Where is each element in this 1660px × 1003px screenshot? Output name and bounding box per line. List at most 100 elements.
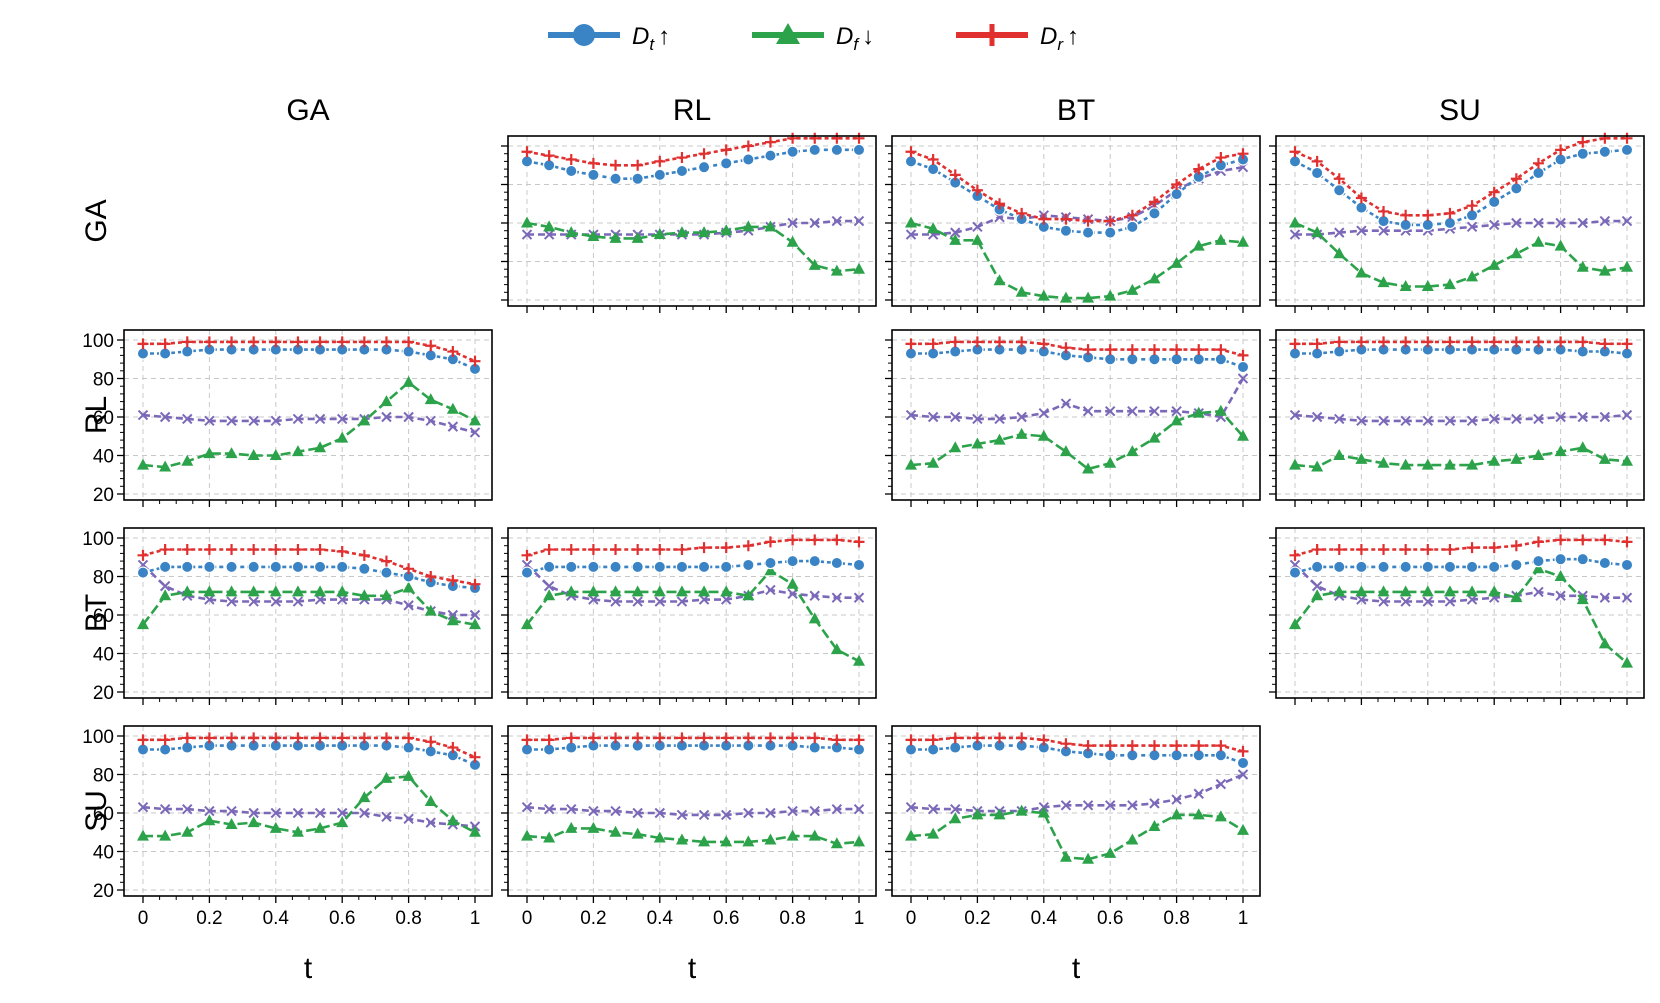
- data-point: [159, 411, 171, 423]
- series-Df: [905, 216, 1249, 303]
- data-point: [1289, 618, 1301, 630]
- data-point: [1236, 360, 1250, 374]
- data-point: [543, 220, 556, 232]
- data-point: [1355, 266, 1368, 278]
- panel-RL-BT: [885, 329, 1261, 507]
- data-point: [1311, 460, 1324, 472]
- data-point: [853, 536, 865, 548]
- series-Dr: [905, 336, 1249, 361]
- data-point: [742, 835, 755, 847]
- data-point: [764, 149, 777, 162]
- data-point: [765, 584, 776, 596]
- data-point: [927, 411, 939, 423]
- data-point: [809, 805, 820, 817]
- data-point: [158, 347, 172, 360]
- data-point: [697, 160, 711, 174]
- data-point: [587, 732, 599, 744]
- data-point: [1488, 258, 1501, 270]
- data-point: [402, 741, 415, 754]
- data-point: [336, 336, 348, 348]
- data-point: [1443, 216, 1457, 230]
- x-tick-label: 0.8: [1163, 908, 1189, 929]
- data-point: [1555, 411, 1566, 423]
- data-point: [1214, 810, 1227, 822]
- data-point: [808, 829, 821, 841]
- data-point: [1599, 132, 1611, 144]
- data-point: [469, 427, 481, 438]
- data-point: [610, 732, 622, 744]
- data-point: [1060, 213, 1072, 225]
- data-point: [1400, 336, 1412, 348]
- data-point: [631, 827, 644, 839]
- data-point: [1554, 445, 1567, 457]
- data-point: [1621, 215, 1633, 227]
- series-Df: [137, 769, 481, 841]
- series-Dr: [1289, 534, 1633, 561]
- data-point: [270, 544, 282, 556]
- series-Dt: [1288, 143, 1634, 232]
- data-point: [1355, 452, 1368, 464]
- data-point: [904, 155, 918, 168]
- data-point: [1126, 283, 1139, 295]
- series-line-Dr: [142, 548, 476, 586]
- data-point: [181, 585, 194, 597]
- data-point: [248, 807, 259, 819]
- data-point: [159, 338, 171, 350]
- series-line-Df: [1293, 567, 1628, 665]
- data-point: [1237, 769, 1249, 780]
- data-point: [1466, 336, 1478, 348]
- data-point: [565, 821, 578, 833]
- data-point: [1059, 224, 1073, 237]
- data-point: [764, 220, 777, 232]
- data-point: [1193, 740, 1205, 752]
- data-point: [1577, 336, 1589, 348]
- data-point: [853, 262, 865, 274]
- panel-GA-RL: [501, 132, 877, 313]
- data-point: [1465, 560, 1479, 574]
- data-point: [565, 164, 578, 178]
- series-line-Dt: [526, 559, 860, 574]
- series-line-X: [526, 805, 859, 817]
- data-point: [1355, 192, 1367, 204]
- legend-label-Df: Df ↓: [836, 23, 874, 54]
- data-point: [1289, 229, 1301, 240]
- x-tick-label: 0.8: [779, 908, 805, 929]
- data-point: [1333, 585, 1346, 597]
- data-point: [609, 825, 622, 837]
- x-axis-label: t: [304, 952, 313, 985]
- data-point: [380, 555, 392, 567]
- data-point: [247, 816, 260, 828]
- data-point: [587, 821, 600, 833]
- data-point: [1599, 411, 1611, 423]
- data-point: [676, 732, 688, 744]
- data-point: [1016, 411, 1027, 423]
- series-X: [521, 802, 865, 821]
- data-point: [787, 805, 798, 817]
- data-point: [181, 732, 193, 744]
- data-point: [182, 803, 193, 815]
- data-point: [1215, 344, 1227, 356]
- data-point: [248, 415, 259, 427]
- data-point: [1126, 209, 1138, 221]
- series-Df: [137, 581, 481, 630]
- legend-entry-Dt: Dt ↑: [548, 23, 670, 54]
- series-line-Df: [526, 827, 860, 846]
- data-point: [358, 336, 370, 348]
- data-point: [653, 228, 666, 240]
- data-point: [247, 585, 260, 597]
- data-point: [972, 413, 983, 425]
- series-Dt: [904, 153, 1250, 239]
- panel-frame: [507, 725, 877, 897]
- data-point: [765, 807, 776, 819]
- data-point: [1171, 794, 1182, 805]
- data-point: [292, 336, 304, 348]
- data-point: [1082, 740, 1094, 752]
- data-point: [565, 226, 578, 238]
- data-point: [1487, 195, 1501, 209]
- series-Dt: [1288, 552, 1634, 579]
- data-point: [675, 560, 689, 574]
- series-line-X: [142, 413, 476, 434]
- data-point: [1193, 163, 1205, 175]
- data-point: [1126, 220, 1139, 234]
